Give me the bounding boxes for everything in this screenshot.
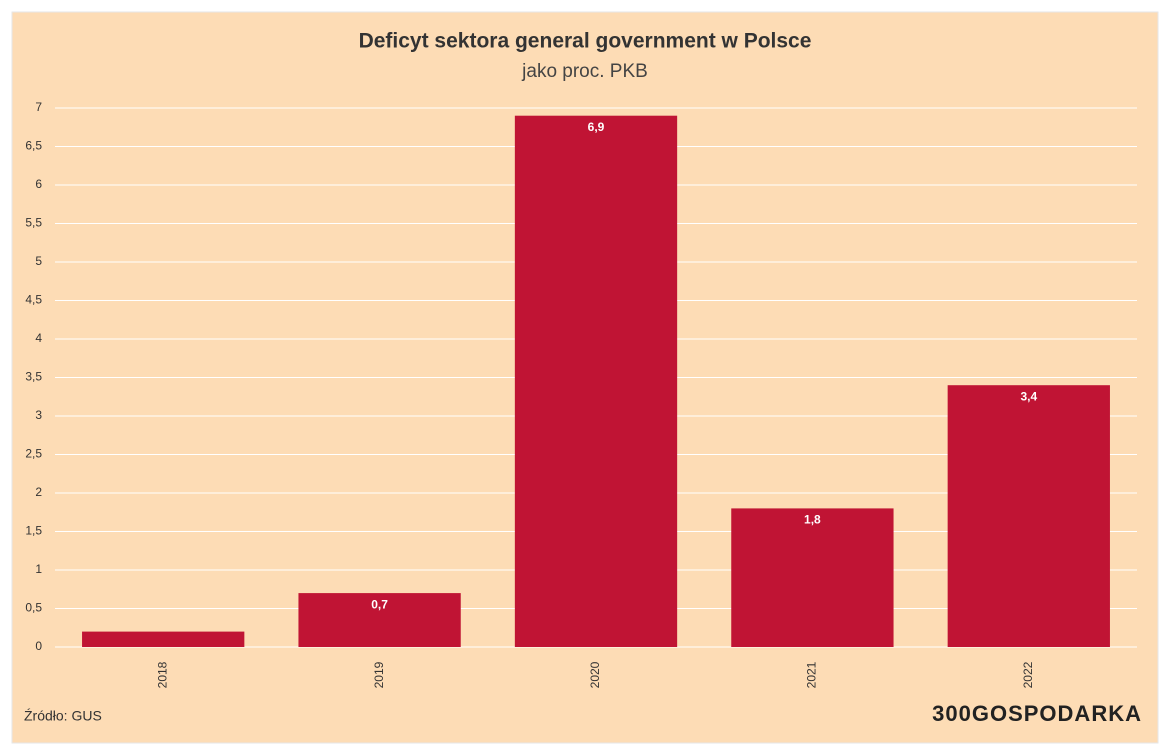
data-label: 1,8 [804,513,821,527]
data-label: 6,9 [588,120,605,134]
chart-title: Deficyt sektora general government w Pol… [359,30,812,53]
y-tick-label: 3 [35,408,42,422]
source: Źródło: GUS [24,708,102,724]
y-tick-label: 1 [35,562,42,576]
x-tick-label: 2018 [155,661,169,688]
logo: 300GOSPODARKA [932,701,1142,726]
bar [298,593,461,647]
y-tick-label: 3,5 [25,370,42,384]
y-tick-label: 6,5 [25,139,42,153]
data-label: 3,4 [1020,389,1037,403]
bar [514,115,678,647]
y-tick-label: 0,5 [25,601,42,615]
data-label: 0,7 [371,597,388,611]
y-tick-label: 4 [35,331,42,345]
y-tick-label: 7 [35,100,42,114]
y-tick-label: 0 [35,639,42,653]
y-tick-label: 5,5 [25,216,42,230]
y-tick-label: 2 [35,485,42,499]
y-tick-label: 6 [35,177,42,191]
y-tick-label: 5 [35,254,42,268]
x-tick-label: 2020 [588,661,602,688]
bar [947,385,1110,647]
y-tick-label: 1,5 [25,524,42,538]
x-tick-label: 2021 [805,661,819,688]
y-tick-label: 4,5 [25,293,42,307]
chart-subtitle: jako proc. PKB [521,61,648,82]
bar [731,508,894,647]
y-tick-label: 2,5 [25,447,42,461]
x-tick-label: 2019 [372,661,386,688]
bar [82,631,245,647]
x-tick-label: 2022 [1021,661,1035,688]
